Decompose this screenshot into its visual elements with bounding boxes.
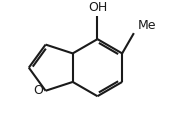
Text: O: O [33, 84, 43, 97]
Text: OH: OH [88, 1, 107, 14]
Text: Me: Me [137, 19, 156, 32]
